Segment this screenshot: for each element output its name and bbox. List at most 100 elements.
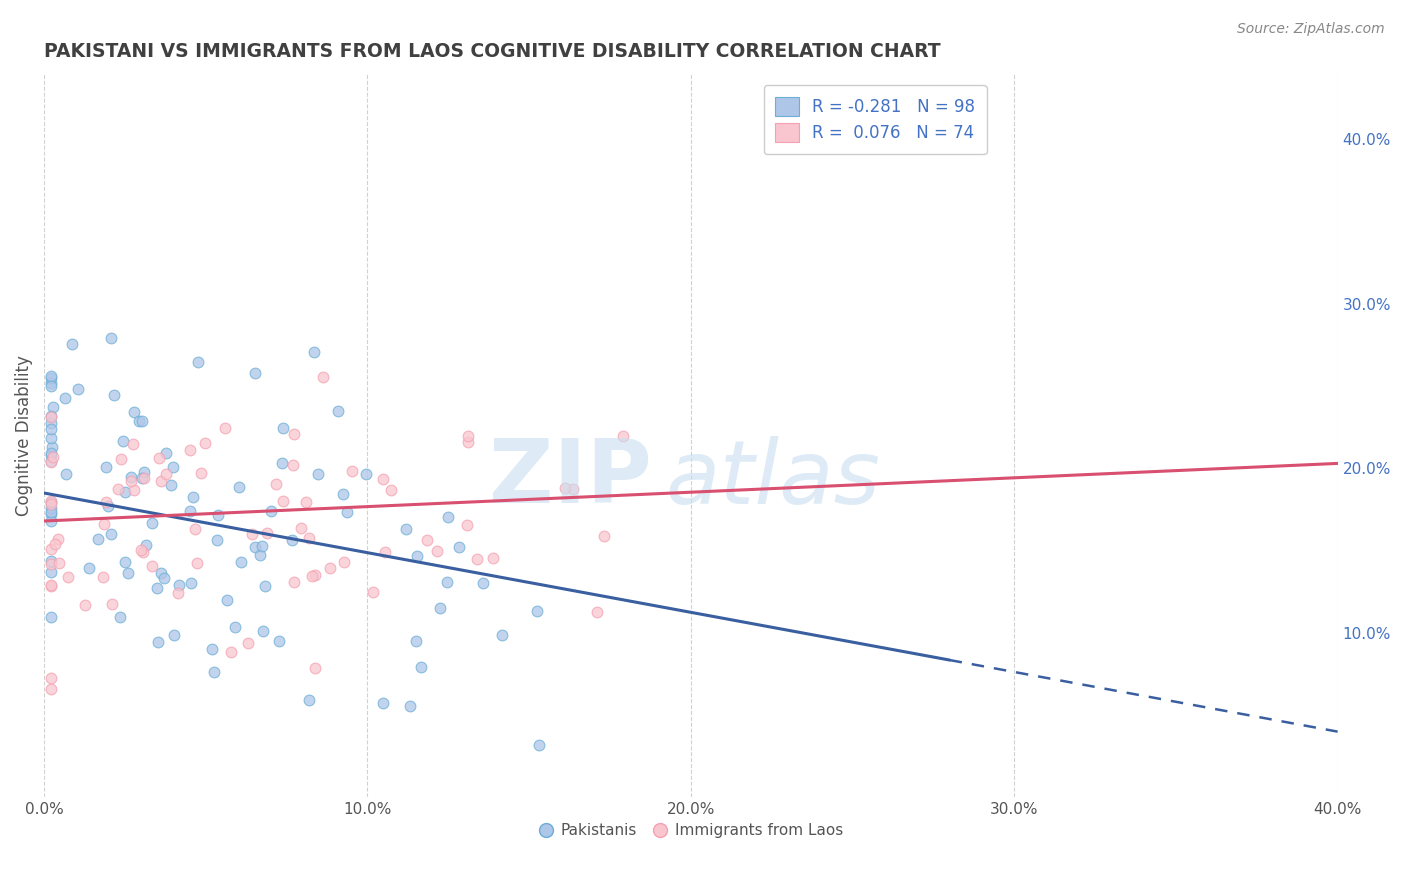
Point [41, 440, 63, 454]
Point [426, 544, 449, 558]
Point [527, 738, 550, 752]
Text: atlas: atlas [665, 436, 880, 522]
Point [526, 604, 548, 618]
Point [39, 497, 62, 511]
Point [60, 337, 83, 351]
Point [39, 578, 62, 592]
Point [332, 555, 354, 569]
Point [243, 367, 266, 381]
Legend: Pakistanis, Immigrants from Laos: Pakistanis, Immigrants from Laos [531, 817, 849, 844]
Point [103, 388, 125, 402]
Point [167, 578, 190, 592]
Point [456, 518, 478, 533]
Point [447, 540, 470, 554]
Point [39, 376, 62, 391]
Point [465, 551, 488, 566]
Point [481, 550, 503, 565]
Point [186, 556, 208, 570]
Point [162, 460, 184, 475]
Point [179, 442, 201, 457]
Point [270, 456, 292, 470]
Point [101, 597, 124, 611]
Text: Source: ZipAtlas.com: Source: ZipAtlas.com [1237, 22, 1385, 37]
Point [259, 504, 281, 518]
Point [56, 569, 79, 583]
Point [149, 474, 172, 488]
Point [380, 483, 402, 498]
Point [39, 542, 62, 557]
Point [117, 566, 139, 580]
Point [304, 568, 326, 582]
Point [202, 665, 225, 679]
Point [146, 581, 169, 595]
Point [612, 429, 634, 443]
Point [356, 467, 378, 481]
Point [283, 458, 305, 473]
Point [249, 548, 271, 562]
Point [66, 382, 89, 396]
Point [39, 449, 62, 463]
Point [100, 331, 122, 345]
Point [326, 404, 349, 418]
Point [399, 698, 422, 713]
Point [39, 454, 62, 468]
Point [207, 508, 229, 522]
Point [307, 467, 329, 482]
Point [214, 421, 236, 435]
Point [91, 569, 114, 583]
Point [457, 434, 479, 449]
Point [121, 436, 143, 450]
Point [340, 464, 363, 478]
Point [39, 371, 62, 385]
Point [250, 539, 273, 553]
Point [319, 561, 342, 575]
Point [371, 472, 394, 486]
Point [554, 481, 576, 495]
Point [39, 368, 62, 383]
Point [290, 521, 312, 535]
Point [219, 645, 242, 659]
Point [39, 445, 62, 459]
Point [405, 633, 427, 648]
Point [39, 557, 62, 571]
Point [457, 429, 479, 443]
Point [131, 414, 153, 428]
Point [229, 555, 252, 569]
Point [224, 620, 246, 634]
Point [75, 598, 97, 612]
Point [39, 579, 62, 593]
Point [39, 682, 62, 697]
Point [39, 417, 62, 431]
Point [256, 525, 278, 540]
Point [179, 504, 201, 518]
Point [135, 538, 157, 552]
Point [41, 450, 63, 465]
Point [114, 555, 136, 569]
Point [187, 354, 209, 368]
Point [96, 495, 118, 509]
Point [436, 575, 458, 590]
Point [87, 532, 110, 546]
Point [405, 549, 427, 563]
Point [94, 460, 117, 475]
Point [134, 471, 156, 485]
Point [39, 505, 62, 519]
Point [471, 575, 494, 590]
Point [183, 522, 205, 536]
Point [585, 605, 607, 619]
Point [134, 466, 156, 480]
Point [132, 544, 155, 558]
Point [39, 409, 62, 423]
Point [120, 470, 142, 484]
Point [252, 624, 274, 638]
Point [97, 499, 120, 513]
Point [39, 379, 62, 393]
Point [361, 585, 384, 599]
Point [593, 529, 616, 543]
Point [283, 574, 305, 589]
Point [120, 475, 142, 489]
Point [148, 450, 170, 465]
Point [163, 628, 186, 642]
Point [46, 532, 69, 546]
Point [39, 494, 62, 508]
